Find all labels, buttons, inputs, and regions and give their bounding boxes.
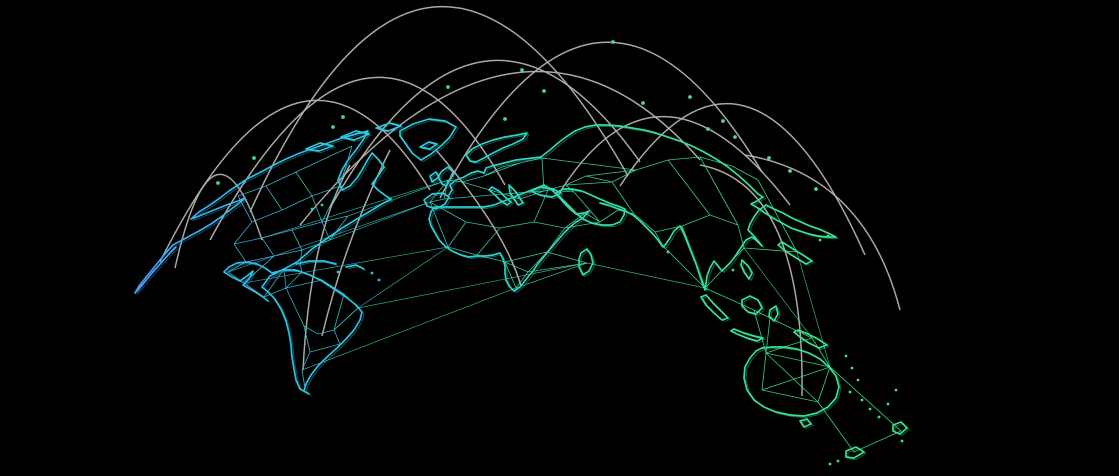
asia-outline — [540, 124, 837, 291]
arctic-island-2-outline — [340, 130, 370, 141]
iberia-outline — [423, 192, 450, 210]
japan-outline — [777, 241, 813, 265]
arc-node-dots-layer — [216, 40, 818, 191]
java-outline — [730, 328, 764, 342]
connection-arcs-layer — [159, 5, 901, 397]
iceland-outline — [419, 141, 438, 150]
new-zealand-south-outline — [845, 446, 865, 459]
baja-peninsula-outline — [134, 244, 177, 294]
australia-outline — [743, 346, 840, 417]
north-america-outline — [172, 130, 392, 302]
africa-outline — [428, 184, 590, 292]
hispaniola-outline — [345, 264, 365, 270]
balkans-greece-outline — [508, 184, 524, 206]
madagascar-outline — [578, 248, 594, 276]
new-zealand-north-outline — [892, 421, 908, 435]
europe-coast-outline — [448, 156, 542, 196]
island-specks-layer — [310, 203, 904, 466]
new-guinea-outline — [793, 329, 828, 349]
arctic-island-3-outline — [375, 122, 402, 132]
ireland-outline — [429, 171, 440, 183]
borneo-outline — [741, 295, 763, 315]
arabia-outline — [555, 188, 626, 226]
continents-layer — [134, 118, 908, 459]
philippines-outline — [740, 259, 753, 280]
south-america-outline — [261, 269, 363, 395]
arctic-island-1-outline — [305, 142, 334, 152]
cuba-outline — [295, 260, 337, 265]
tasmania-outline — [799, 418, 812, 428]
scandinavia-outline — [465, 132, 528, 163]
greenland-outline — [399, 118, 457, 161]
sulawesi-outline — [768, 305, 779, 322]
mesh-layer — [227, 145, 902, 453]
sumatra-outline — [700, 294, 729, 321]
